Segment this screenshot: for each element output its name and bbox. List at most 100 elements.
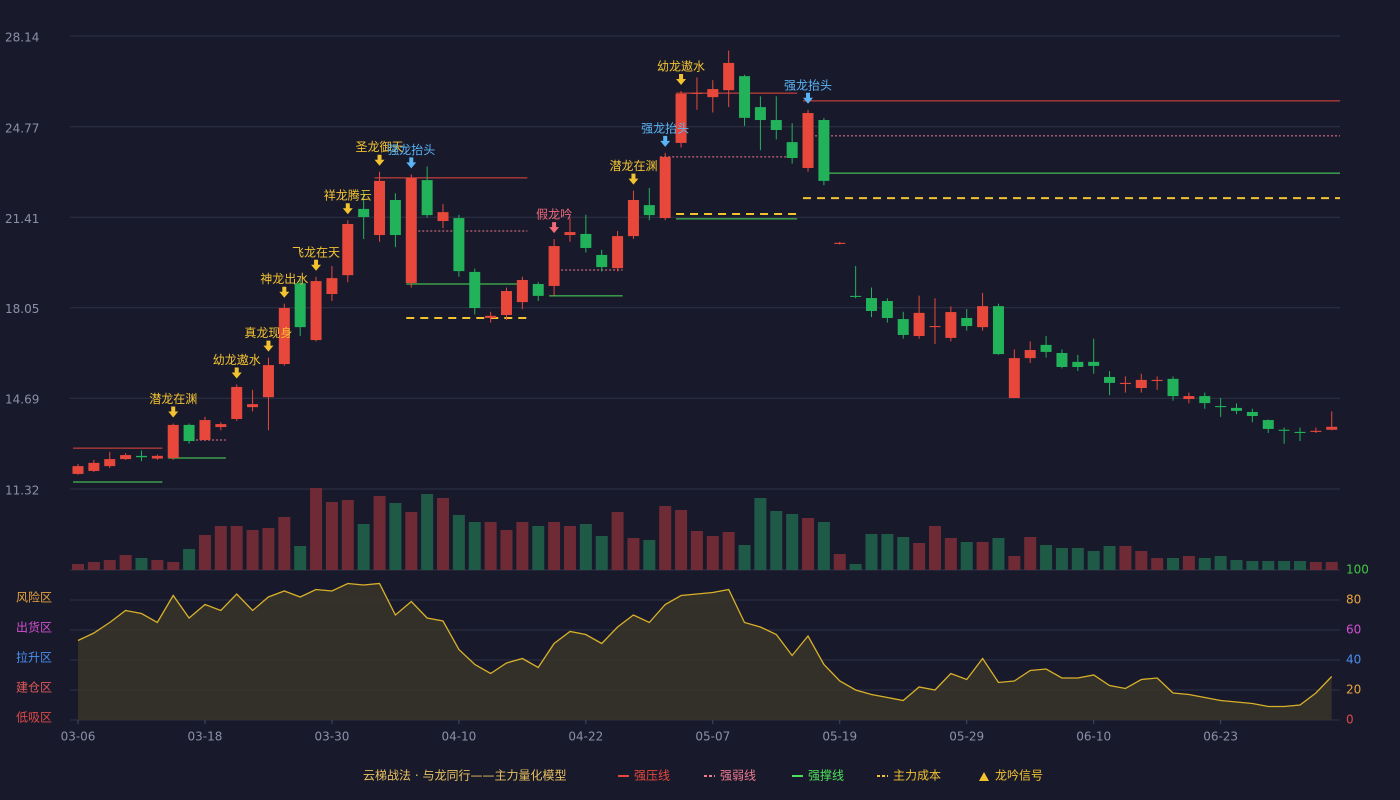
candle-body [1246,411,1258,417]
candle-body [1199,396,1211,404]
legend-swatch [979,772,989,781]
volume-bar [944,538,957,570]
candle-body [1326,426,1338,430]
candle-body [612,236,624,269]
volume-bar [389,503,402,570]
candle-body [151,455,163,459]
candle-body [739,76,751,118]
volume-bar [1309,562,1322,570]
volume-bar [579,524,592,570]
candle-body [1072,361,1084,367]
candle-body [643,205,655,216]
indicator-tick-label: 40 [1346,653,1361,667]
zone-label: 低吸区 [16,711,52,725]
signal-arrow [168,406,179,418]
signal-arrow [406,157,417,169]
volume-bar [532,526,545,570]
candle-body [500,291,512,316]
y-tick-label: 24.77 [5,121,39,135]
volume-bar [643,540,656,570]
signal-label: 强龙抬头 [784,78,832,92]
candle-body [1008,358,1020,398]
indicator-tick-label: 20 [1346,683,1361,697]
volume-bar [325,502,338,570]
legend-label: 龙吟信号 [995,768,1043,783]
signal-arrow [628,173,639,185]
volume-bar [1182,556,1195,570]
volume-bar [357,524,370,570]
volume-bar [992,538,1005,570]
candle-body [675,93,687,143]
signal-label: 神龙出水 [260,272,308,286]
volume-bar [675,510,688,570]
volume-bar [817,522,830,570]
signal-arrow [374,154,385,166]
zone-label: 建仓区 [16,681,52,695]
volume-bar [119,555,132,570]
legend-label: 强压线 [634,769,670,783]
legend-label: 强撑线 [808,768,844,783]
volume-bar [468,522,481,570]
candle-body [818,120,830,181]
volume-bar [151,560,164,570]
volume-bar [627,538,640,570]
volume-bar [1325,562,1338,570]
volume-bar [294,546,307,570]
signal-arrow [342,203,353,215]
volume-bar [659,506,672,570]
indicator-line [77,582,1333,708]
candle-body [707,89,719,98]
candle-body [786,142,798,159]
volume-bar [1293,561,1306,570]
candle-body [516,280,528,303]
candle-body [1151,379,1163,382]
x-tick-label: 03-18 [188,730,223,744]
signal-label: 幼龙遨水 [657,59,705,73]
volume-bar [1230,560,1243,570]
volume-bar [849,564,862,570]
candle-body [294,283,306,328]
volume-bar [421,494,434,570]
candle-body [1040,344,1052,352]
legend-label: 强弱线 [720,769,756,783]
candle-body [1024,350,1036,359]
y-tick-label: 11.32 [5,484,39,498]
volume-bar [1151,558,1164,570]
y-tick-label: 18.05 [5,302,39,316]
candle-body [961,317,973,327]
candle-body [1278,429,1290,431]
candle-body [945,312,957,338]
volume-bar [881,534,894,570]
volume-bar [1262,561,1275,570]
candle-body [1231,407,1243,411]
volume-bar [484,522,497,570]
volume-bar [913,543,926,570]
volume-bar [405,512,418,570]
signal-arrow [231,367,242,379]
y-tick-label: 21.41 [5,212,39,226]
zone-label: 拉升区 [16,650,52,665]
candle-body [532,284,544,296]
volume-bar [262,528,275,570]
candle-body [374,180,386,236]
candle-body [754,107,766,121]
x-tick-label: 04-10 [441,730,476,744]
volume-bar [770,511,783,570]
candle-body [485,315,497,318]
volume-bar [1087,551,1100,570]
candle-body [596,254,608,268]
candle-body [1294,431,1306,433]
signal-arrow [676,73,687,85]
candle-body [421,180,433,216]
candle-body [1183,396,1195,400]
y-tick-label: 28.14 [5,31,39,45]
x-tick-label: 05-29 [949,730,984,744]
volume-bar [548,522,561,570]
volume-bar [595,536,608,570]
volume-bar [437,498,450,570]
candle-body [262,365,274,398]
candle-body [866,298,877,311]
volume-bar [738,545,751,570]
candle-body [564,232,576,236]
